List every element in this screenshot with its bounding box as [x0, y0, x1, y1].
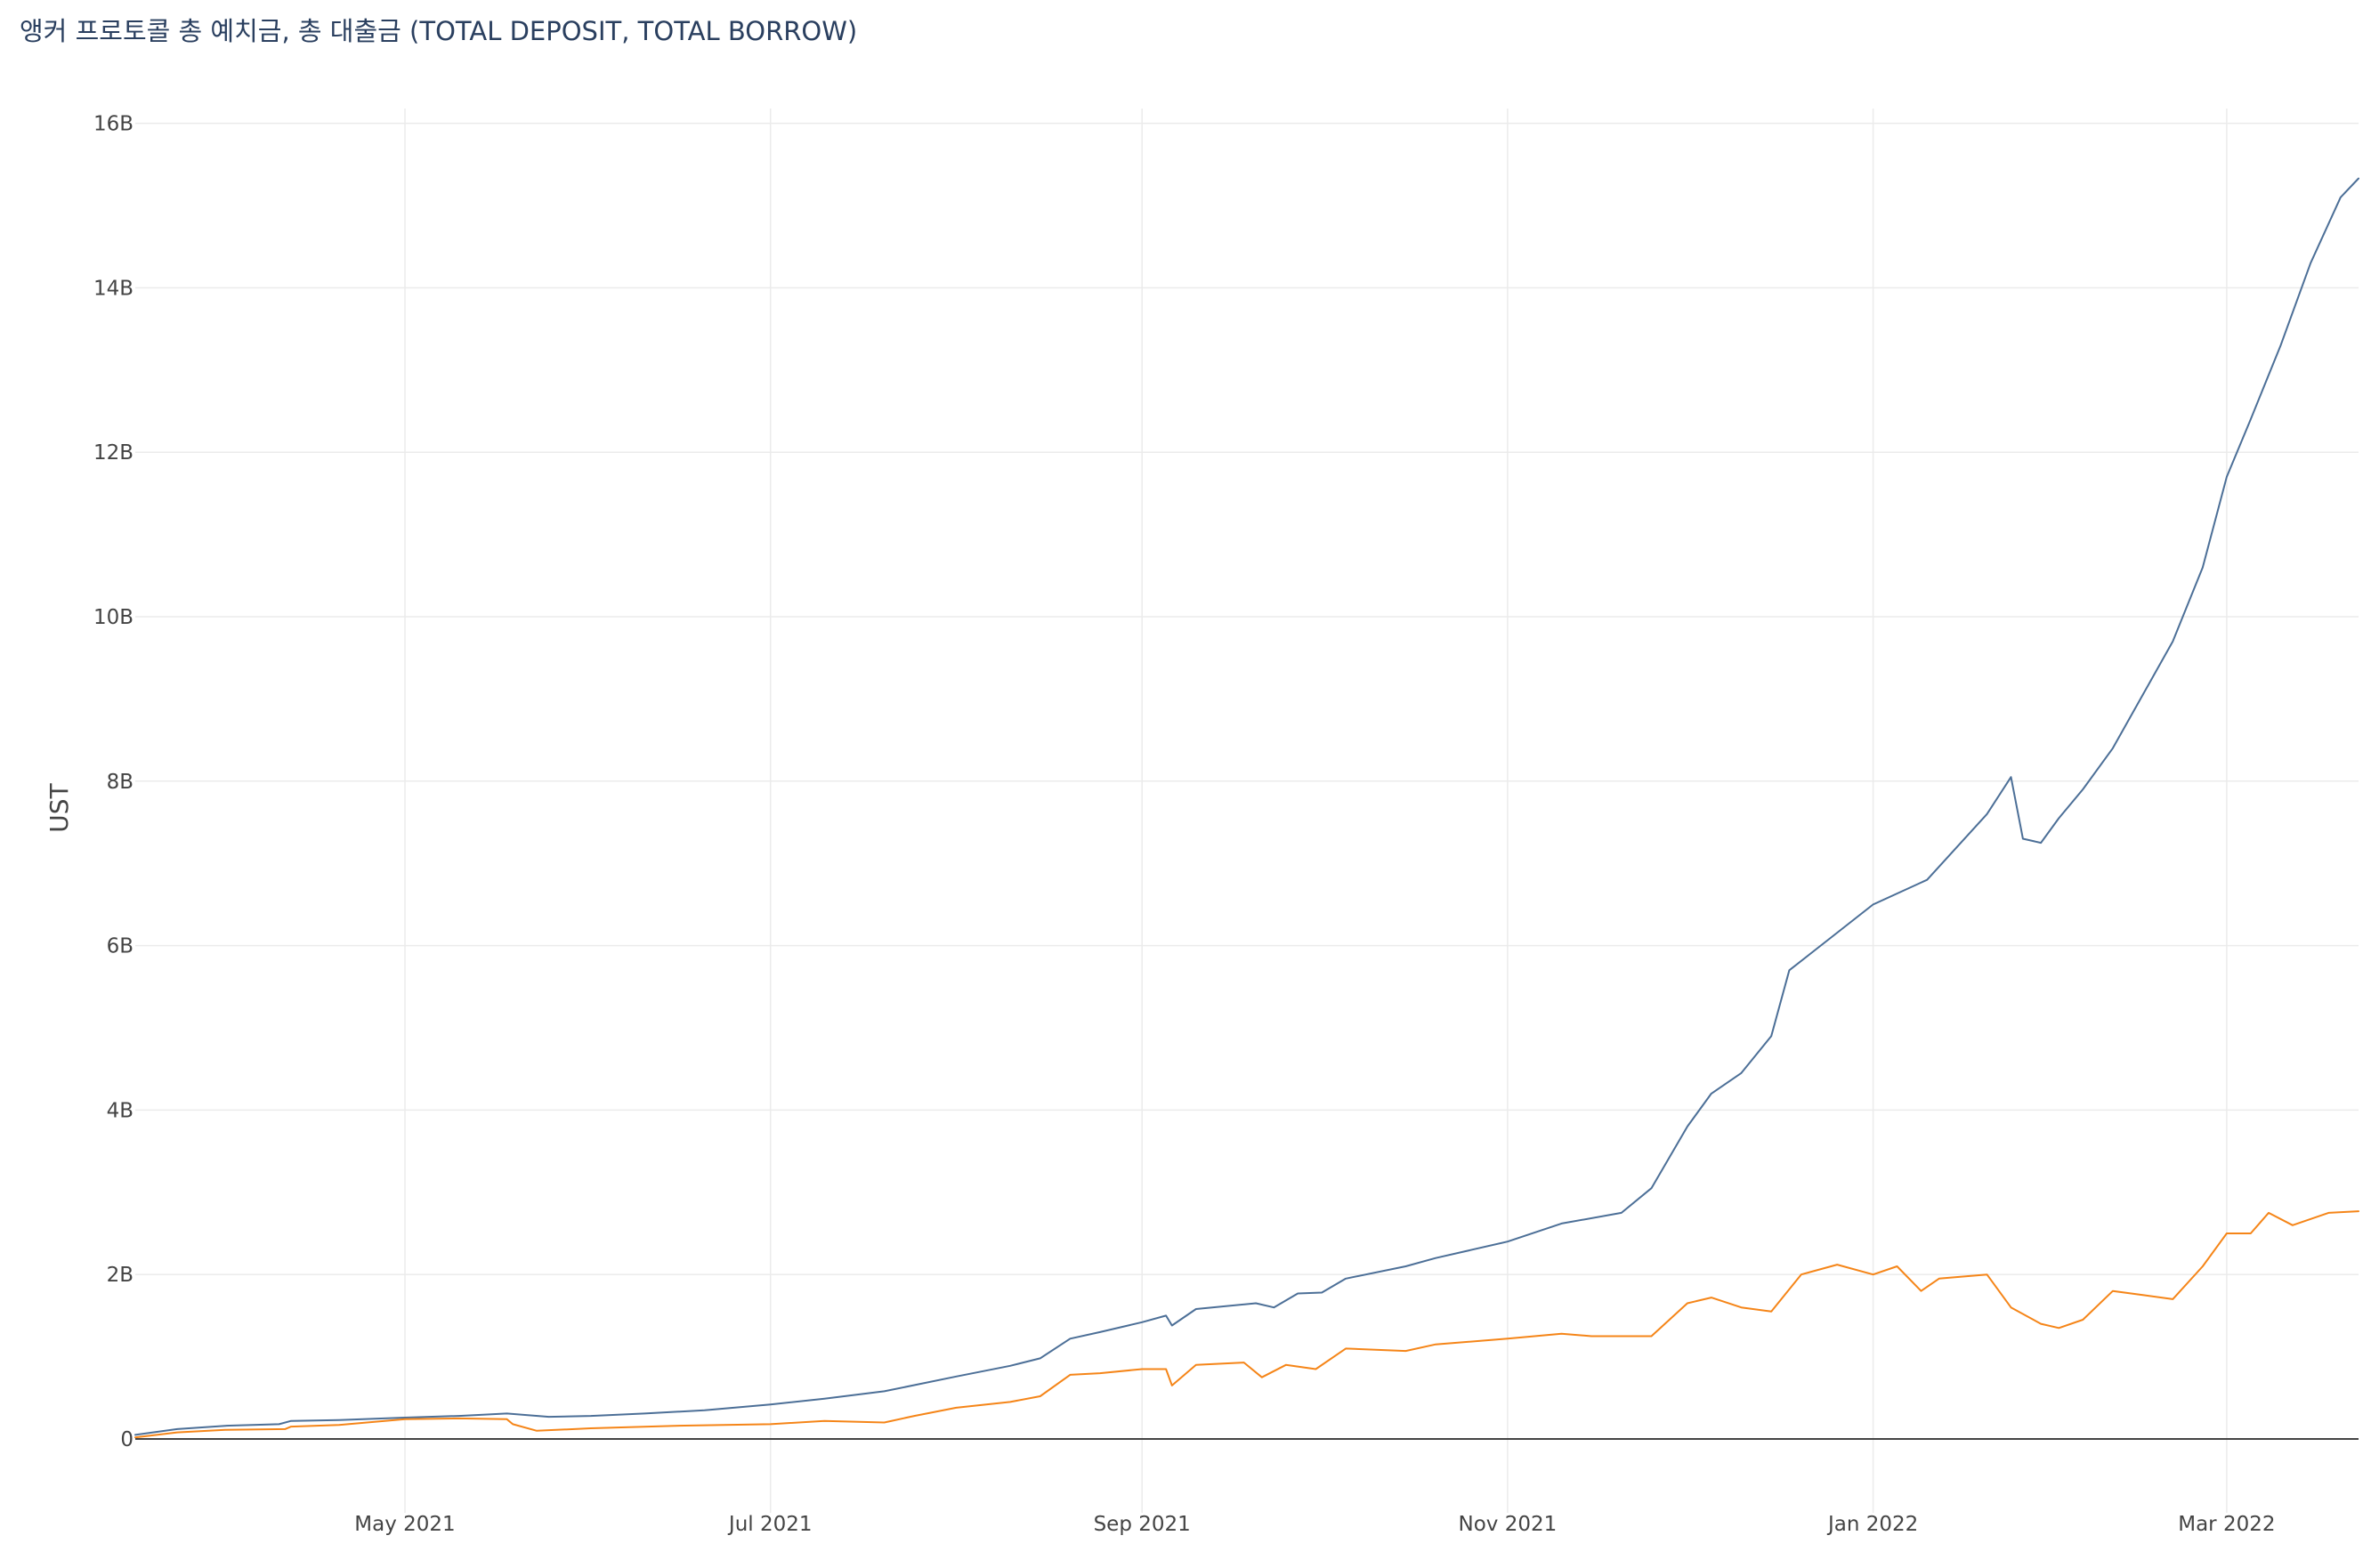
- y-tick-label: 0: [120, 1428, 134, 1451]
- y-tick-label: 2B: [107, 1264, 134, 1287]
- x-tick-label: Jan 2022: [1826, 1513, 1918, 1536]
- y-tick-label: 14B: [93, 277, 134, 300]
- x-tick-label: Jul 2021: [727, 1513, 813, 1536]
- x-tick-label: Sep 2021: [1094, 1513, 1191, 1536]
- y-tick-label: 4B: [107, 1099, 134, 1122]
- series-line-1: [134, 177, 2359, 1436]
- series-lines: [134, 177, 2359, 1439]
- series-line-2: [134, 1210, 2359, 1439]
- y-tick-label: 12B: [93, 441, 134, 465]
- y-tick-label: 6B: [107, 935, 134, 958]
- y-tick-label: 16B: [93, 113, 134, 136]
- y-axis-title: UST: [45, 782, 74, 832]
- y-tick-label: 10B: [93, 606, 134, 629]
- chart-title: 앵커 프로토콜 총 예치금, 총 대출금 (TOTAL DEPOSIT, TOT…: [20, 16, 858, 46]
- axes: 0 2B 4B 6B 8B 10B 12B 14B 16B May 2021 Jul 2021 Sep…: [93, 113, 2359, 1536]
- x-tick-label: Nov 2021: [1459, 1513, 1558, 1536]
- x-tick-label: May 2021: [354, 1513, 455, 1536]
- y-tick-label: 8B: [107, 771, 134, 794]
- grid: [135, 109, 2359, 1513]
- x-tick-label: Mar 2022: [2178, 1513, 2275, 1536]
